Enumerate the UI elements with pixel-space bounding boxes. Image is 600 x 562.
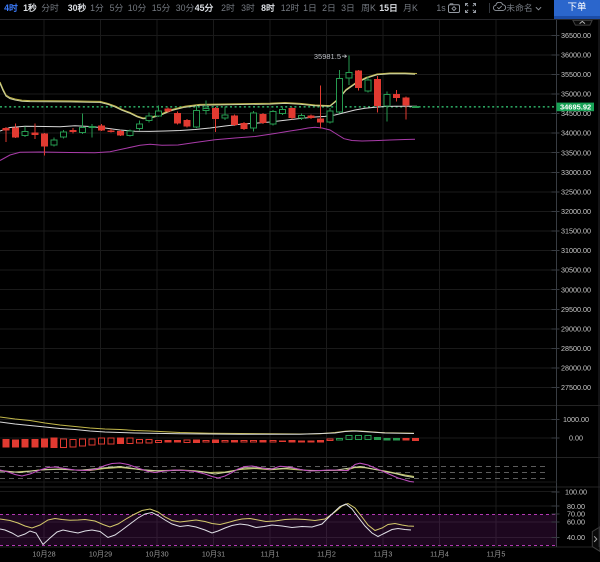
svg-text:28500.00: 28500.00 <box>561 344 591 353</box>
svg-text:40.00: 40.00 <box>567 533 585 542</box>
svg-text:30000.00: 30000.00 <box>561 285 591 294</box>
svg-text:10月28: 10月28 <box>32 550 55 559</box>
svg-text:100.00: 100.00 <box>565 488 587 497</box>
svg-text:28000.00: 28000.00 <box>561 364 591 373</box>
svg-text:33500.00: 33500.00 <box>561 148 591 157</box>
svg-text:11月3: 11月3 <box>374 550 393 559</box>
svg-text:31000.00: 31000.00 <box>561 246 591 255</box>
svg-text:31500.00: 31500.00 <box>561 227 591 236</box>
svg-text:35981.5: 35981.5 <box>314 52 341 61</box>
svg-text:27500.00: 27500.00 <box>561 383 591 392</box>
svg-text:34000.00: 34000.00 <box>561 129 591 138</box>
svg-text:11月1: 11月1 <box>261 550 280 559</box>
svg-text:33000.00: 33000.00 <box>561 168 591 177</box>
svg-text:1000.00: 1000.00 <box>563 415 589 424</box>
svg-text:10月31: 10月31 <box>202 550 225 559</box>
svg-text:36000.00: 36000.00 <box>561 51 591 60</box>
svg-text:30500.00: 30500.00 <box>561 266 591 275</box>
svg-text:35500.00: 35500.00 <box>561 70 591 79</box>
svg-text:34500.00: 34500.00 <box>561 109 591 118</box>
svg-text:70.00: 70.00 <box>567 510 585 519</box>
svg-text:35000.00: 35000.00 <box>561 90 591 99</box>
svg-text:11月5: 11月5 <box>487 550 506 559</box>
svg-text:36500.00: 36500.00 <box>561 31 591 40</box>
svg-text:32000.00: 32000.00 <box>561 207 591 216</box>
svg-text:60.00: 60.00 <box>567 517 585 526</box>
svg-text:11月2: 11月2 <box>317 550 336 559</box>
svg-text:34695.92: 34695.92 <box>560 103 591 112</box>
svg-text:29500.00: 29500.00 <box>561 305 591 314</box>
svg-text:80.00: 80.00 <box>567 502 585 511</box>
svg-text:10月30: 10月30 <box>145 550 168 559</box>
svg-text:10月29: 10月29 <box>89 550 112 559</box>
svg-text:11月4: 11月4 <box>430 550 449 559</box>
svg-text:32500.00: 32500.00 <box>561 188 591 197</box>
svg-text:0.00: 0.00 <box>569 434 583 443</box>
svg-text:29000.00: 29000.00 <box>561 324 591 333</box>
